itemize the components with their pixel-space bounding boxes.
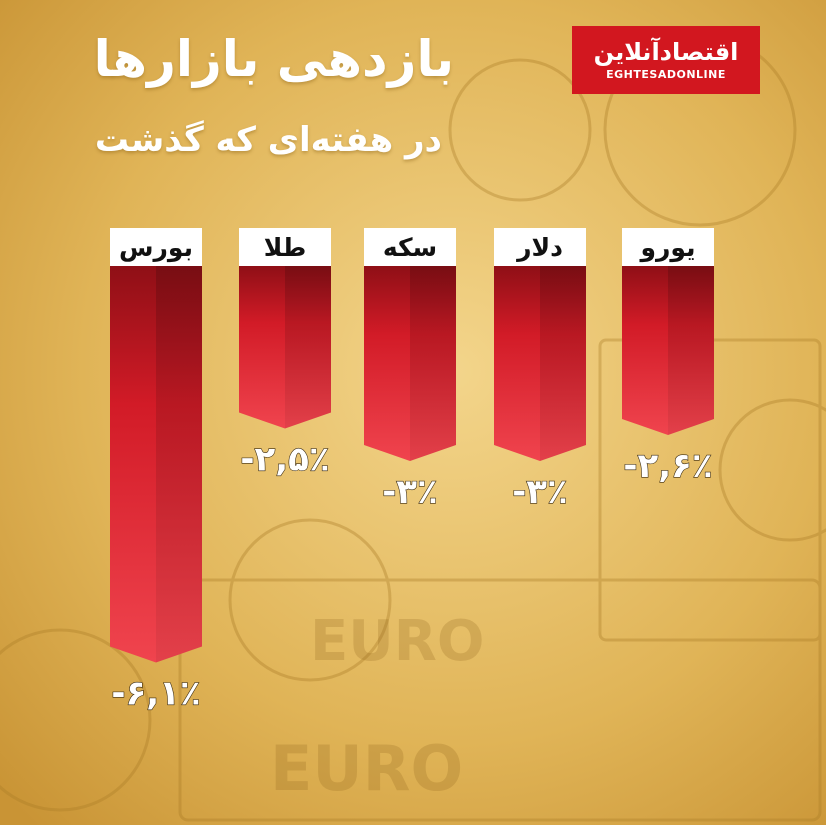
bar-shade [410, 266, 456, 461]
bar-shade [540, 266, 586, 461]
logo-name: اقتصادآنلاین [593, 38, 739, 67]
chart-subtitle: در هفته‌ای که گذشت [94, 120, 442, 160]
value-label: -۳٪ [382, 472, 438, 512]
value-label: -۳٪ [512, 472, 568, 512]
category-label-box [494, 228, 586, 266]
chart-title: بازدهی بازارها [93, 30, 454, 88]
category-label: سکه [383, 233, 437, 262]
category-label-box [239, 228, 331, 266]
value-label: -۶,۱٪ [111, 674, 200, 714]
background-euro-text-2: EURO [270, 732, 463, 805]
value-label: -۲,۶٪ [623, 446, 712, 486]
bar-shade [285, 266, 331, 429]
category-label-box [622, 228, 714, 266]
category-label: طلا [264, 233, 307, 262]
value-label: -۲,۵٪ [240, 440, 329, 480]
background-euro-text: EURO [310, 609, 484, 674]
logo-sub: EGHTESADONLINE [606, 67, 726, 81]
bar-shade [668, 266, 714, 435]
category-label: یورو [639, 233, 696, 263]
category-label-box [364, 228, 456, 266]
category-label-box [110, 228, 202, 266]
brand-logo: اقتصادآنلاین EGHTESADONLINE [572, 26, 760, 94]
bar-shade [156, 266, 202, 663]
category-label: بورس [119, 233, 193, 263]
category-label: دلار [515, 233, 563, 262]
